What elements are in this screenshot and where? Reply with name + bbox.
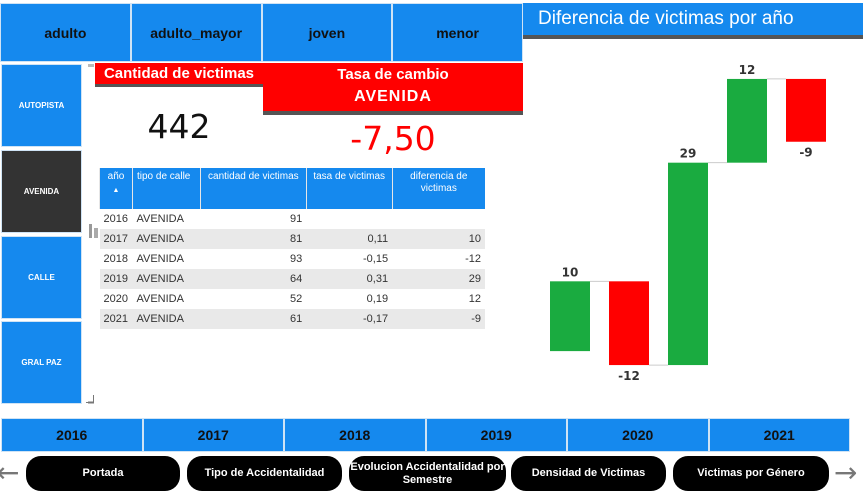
age-group-slicer: adulto adulto_mayor joven menor bbox=[0, 3, 523, 62]
waterfall-bar[interactable] bbox=[727, 78, 767, 163]
cell-year: 2018 bbox=[103, 253, 128, 265]
cell-qty: 52 bbox=[289, 293, 303, 305]
table-row: 2020 AVENIDA 52 0,19 12 bbox=[100, 289, 486, 309]
change-rate-card: Tasa de cambio AVENIDA -7,50 bbox=[263, 63, 523, 163]
street-button-calle[interactable]: CALLE bbox=[1, 236, 82, 319]
year-button-2018[interactable]: 2018 bbox=[284, 418, 426, 452]
cell-diff: -12 bbox=[465, 253, 481, 265]
header-street-type[interactable]: tipo de calle bbox=[131, 168, 201, 209]
nav-button-tipo-accidentalidad[interactable]: Tipo de Accidentalidad bbox=[187, 456, 342, 491]
cell-year: 2016 bbox=[103, 213, 128, 225]
data-label: -9 bbox=[799, 146, 812, 160]
arrow-right-icon[interactable]: → bbox=[834, 456, 858, 489]
rate-card-value: -7,50 bbox=[350, 119, 436, 158]
cell-type: AVENIDA bbox=[132, 269, 201, 289]
year-button-2021[interactable]: 2021 bbox=[708, 418, 850, 452]
cell-rate bbox=[306, 209, 392, 229]
chart-title: Diferencia de victimas por año bbox=[523, 3, 863, 39]
year-button-2016[interactable]: 2016 bbox=[1, 418, 143, 452]
victims-card-value: 442 bbox=[147, 107, 211, 146]
waterfall-bar[interactable] bbox=[786, 78, 826, 142]
cell-qty: 93 bbox=[289, 253, 303, 265]
nav-button-portada[interactable]: Portada bbox=[26, 456, 180, 491]
data-label: 29 bbox=[680, 147, 697, 161]
data-label: -12 bbox=[618, 369, 640, 383]
cell-qty: 81 bbox=[200, 229, 307, 249]
header-victim-count[interactable]: cantidad de victimas bbox=[199, 168, 307, 209]
table-header-row: año ▲ tipo de calle cantidad de victimas … bbox=[99, 168, 485, 209]
waterfall-chart: 10 -12 29 12 -9 bbox=[550, 63, 826, 383]
cell-rate: 0,11 bbox=[306, 229, 393, 249]
rate-card-header: Tasa de cambio AVENIDA bbox=[263, 63, 523, 115]
cell-type: AVENIDA bbox=[132, 309, 201, 329]
page-navigation: ← Portada Tipo de Accidentalidad Evoluci… bbox=[0, 455, 863, 491]
data-label: 12 bbox=[739, 63, 756, 77]
waterfall-bar[interactable] bbox=[609, 281, 649, 366]
cell-rate: -0,15 bbox=[363, 253, 389, 265]
cell-diff: 10 bbox=[392, 229, 485, 249]
waterfall-bar[interactable] bbox=[668, 162, 708, 366]
cell-rate: 0,19 bbox=[366, 293, 389, 305]
victims-table: año ▲ tipo de calle cantidad de victimas … bbox=[99, 168, 485, 329]
rate-card-title: Tasa de cambio bbox=[337, 66, 449, 83]
cell-qty: 64 bbox=[200, 269, 307, 289]
header-year[interactable]: año ▲ bbox=[99, 168, 133, 209]
table-row: 2017 AVENIDA 81 0,11 10 bbox=[99, 229, 485, 249]
waterfall-bar[interactable] bbox=[550, 281, 590, 352]
street-button-gral-paz[interactable]: GRAL PAZ bbox=[1, 321, 82, 404]
cell-diff: 12 bbox=[468, 293, 481, 305]
table-row: 2019 AVENIDA 64 0,31 29 bbox=[99, 269, 485, 289]
cell-diff: 29 bbox=[392, 269, 485, 289]
cell-diff bbox=[392, 209, 485, 229]
cell-type: AVENIDA bbox=[136, 213, 184, 225]
year-slicer: 2016 2017 2018 2019 2020 2021 bbox=[1, 418, 850, 452]
cell-type: AVENIDA bbox=[136, 293, 184, 305]
cell-type: AVENIDA bbox=[136, 253, 184, 265]
cell-rate: -0,17 bbox=[306, 309, 393, 329]
year-button-2017[interactable]: 2017 bbox=[142, 418, 284, 452]
age-button-menor[interactable]: menor bbox=[392, 3, 523, 62]
cell-rate: 0,31 bbox=[306, 269, 393, 289]
nav-button-evolucion-semestre[interactable]: Evolucion Accidentalidad por Semestre bbox=[349, 456, 506, 491]
street-button-avenida[interactable]: AVENIDA bbox=[1, 150, 82, 233]
year-button-2019[interactable]: 2019 bbox=[425, 418, 567, 452]
table-row: 2018 AVENIDA 93 -0,15 -12 bbox=[100, 249, 486, 269]
cell-year: 2017 bbox=[99, 229, 133, 249]
age-button-joven[interactable]: joven bbox=[261, 3, 393, 62]
street-type-slicer: AUTOPISTA AVENIDA CALLE GRAL PAZ bbox=[0, 63, 95, 406]
header-year-label: año bbox=[107, 171, 125, 182]
year-button-2020[interactable]: 2020 bbox=[567, 418, 709, 452]
cell-qty: 61 bbox=[200, 309, 307, 329]
table-row: 2016 AVENIDA 91 bbox=[100, 209, 486, 229]
cell-type: AVENIDA bbox=[132, 229, 201, 249]
cell-year: 2020 bbox=[103, 293, 128, 305]
rate-card-street: AVENIDA bbox=[354, 88, 432, 105]
table-scroll-handle[interactable] bbox=[94, 228, 98, 238]
street-button-autopista[interactable]: AUTOPISTA bbox=[1, 64, 82, 147]
nav-button-victimas-genero[interactable]: Victimas por Género bbox=[673, 456, 829, 491]
resize-handle[interactable] bbox=[86, 395, 94, 403]
cell-year: 2021 bbox=[99, 309, 133, 329]
cell-year: 2019 bbox=[99, 269, 133, 289]
header-victim-rate[interactable]: tasa de victimas bbox=[305, 168, 393, 209]
age-button-adulto-mayor[interactable]: adulto_mayor bbox=[130, 3, 262, 62]
data-label: 10 bbox=[562, 265, 579, 279]
arrow-left-icon[interactable]: ← bbox=[0, 456, 20, 489]
victims-count-card: Cantidad de victimas 442 bbox=[95, 63, 263, 153]
victims-card-title: Cantidad de victimas bbox=[95, 63, 263, 87]
cell-qty: 91 bbox=[289, 213, 303, 225]
table-row: 2021 AVENIDA 61 -0,17 -9 bbox=[99, 309, 485, 329]
age-button-adulto[interactable]: adulto bbox=[0, 3, 131, 62]
header-victim-diff[interactable]: diferencia de victimas bbox=[391, 168, 485, 209]
sort-ascending-icon: ▲ bbox=[112, 187, 120, 194]
cell-diff: -9 bbox=[392, 309, 485, 329]
nav-button-densidad-victimas[interactable]: Densidad de Victimas bbox=[511, 456, 666, 491]
